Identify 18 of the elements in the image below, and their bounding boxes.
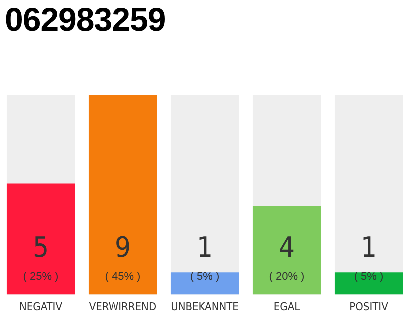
x-tick-label: EGAL: [274, 300, 301, 314]
data-label: 1: [360, 231, 378, 264]
annotation: ( 25% ): [23, 270, 59, 283]
data-label: 1: [196, 231, 214, 264]
x-tick-label: NEGATIV: [20, 300, 63, 314]
annotation: ( 5% ): [190, 270, 220, 283]
data-label: 9: [114, 231, 132, 264]
annotation: ( 20% ): [269, 270, 305, 283]
bar: [334, 272, 404, 295]
data-label: 4: [278, 231, 296, 264]
chart-title: 062983259: [5, 0, 166, 40]
x-tick-label: POSITIV: [350, 300, 389, 314]
x-tick-label: UNBEKANNTE: [171, 300, 239, 314]
annotation: ( 45% ): [105, 270, 141, 283]
data-label: 5: [32, 231, 50, 264]
x-tick-label: VERWIRREND: [89, 300, 157, 314]
bar: [170, 272, 240, 295]
annotation: ( 5% ): [354, 270, 384, 283]
